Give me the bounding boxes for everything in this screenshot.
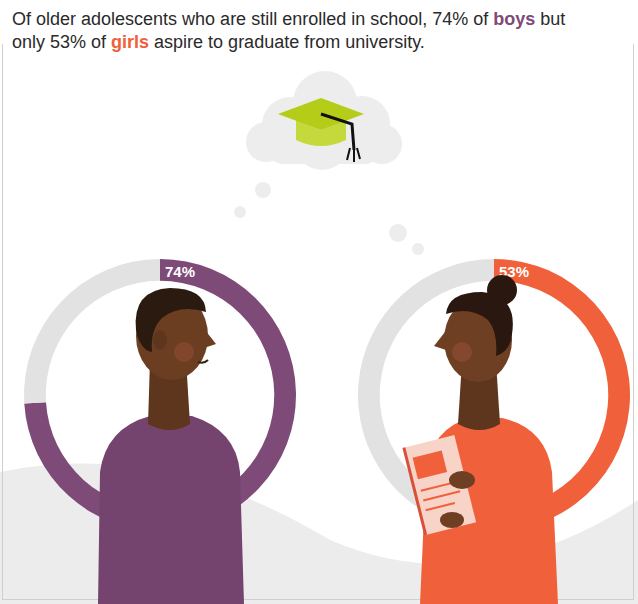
html-text:Of older adolescents who are s: Of older adolescents who are still enrol…	[12, 9, 566, 52]
svg-text:53%: 53%	[499, 263, 529, 280]
svg-text:74%: 74%	[165, 263, 195, 280]
